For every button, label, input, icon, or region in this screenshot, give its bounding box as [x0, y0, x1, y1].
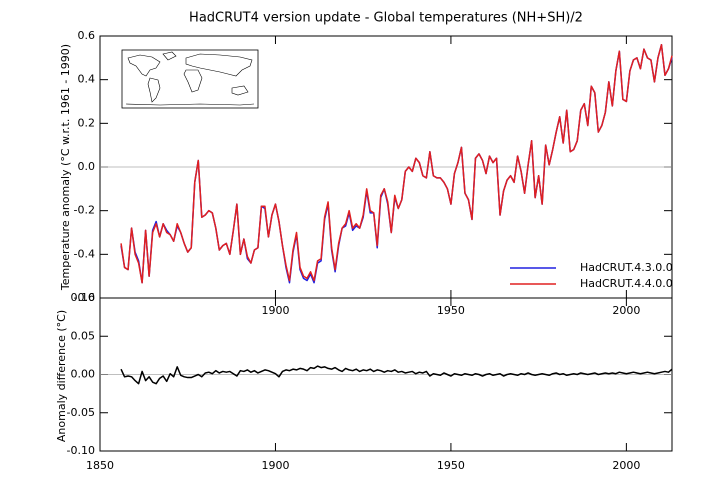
y-tick-label: 0.2 — [78, 116, 96, 129]
y-tick-label: 0.05 — [71, 329, 96, 342]
y-tick-label: -0.05 — [67, 406, 95, 419]
y-tick-label: 0.0 — [78, 160, 96, 173]
x-tick-label: 1950 — [437, 304, 465, 317]
legend-label: HadCRUT.4.3.0.0 — [580, 261, 673, 274]
legend-label: HadCRUT.4.4.0.0 — [580, 277, 673, 290]
series-line — [120, 43, 673, 284]
y-axis-label: Anomaly difference (°C) — [55, 310, 68, 442]
y-tick-label: 0.10 — [71, 291, 96, 304]
chart-title: HadCRUT4 version update - Global tempera… — [189, 11, 583, 26]
x-tick-label: 1850 — [86, 459, 114, 472]
y-tick-label: 0.00 — [71, 368, 96, 381]
x-tick-label: 1950 — [437, 459, 465, 472]
difference-line — [120, 365, 673, 385]
y-tick-label: -0.10 — [67, 444, 95, 457]
y-tick-label: -0.4 — [74, 247, 95, 260]
y-tick-label: -0.6 — [74, 291, 95, 304]
y-tick-label: 0.4 — [78, 73, 96, 86]
x-tick-label: 1900 — [261, 459, 289, 472]
x-tick-label: 2000 — [612, 304, 640, 317]
map-inset — [121, 49, 259, 109]
x-tick-label: 1900 — [261, 304, 289, 317]
y-tick-label: 0.6 — [78, 29, 96, 42]
y-tick-label: -0.2 — [74, 204, 95, 217]
x-tick-label: 2000 — [612, 459, 640, 472]
y-axis-label: Temperature anomaly (°C w.r.t. 1961 - 19… — [59, 44, 72, 291]
